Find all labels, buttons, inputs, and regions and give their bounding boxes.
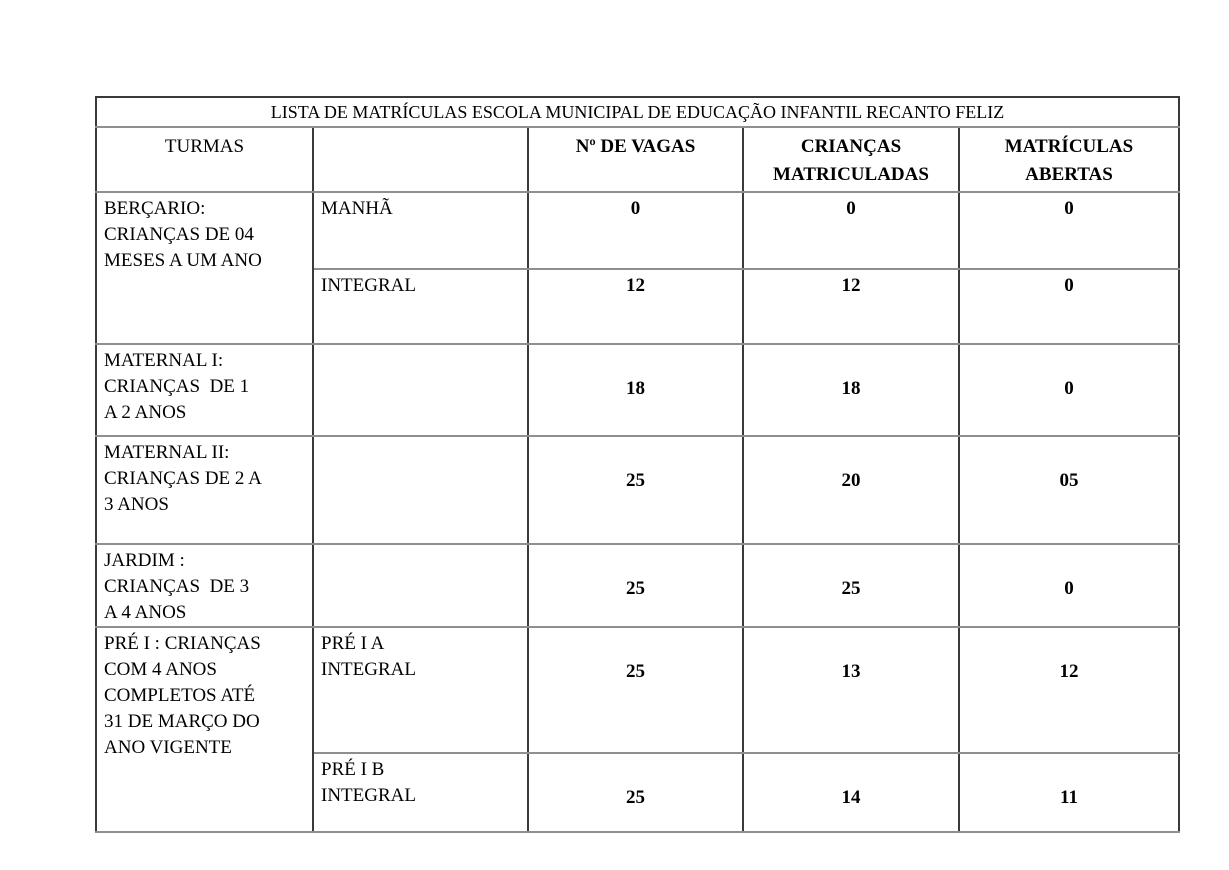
cell-abertas: 05 (957, 435, 1181, 545)
cell-abertas: 0 (957, 343, 1181, 437)
cell-abertas: 12 (957, 626, 1181, 754)
cell-shift-empty (312, 343, 529, 437)
cell-turma-jardim: JARDIM : CRIANÇAS DE 3 A 4 ANOS (95, 543, 314, 628)
cell-matriculadas: 20 (742, 435, 960, 545)
cell-vagas: 18 (527, 343, 744, 437)
cell-matriculadas: 13 (742, 626, 960, 754)
cell-matriculadas: 0 (742, 191, 960, 270)
header-criancas-matriculadas: CRIANÇAS MATRICULADAS (742, 126, 960, 193)
cell-vagas: 25 (527, 626, 744, 754)
cell-turma-pre1: PRÉ I : CRIANÇAS COM 4 ANOS COMPLETOS AT… (95, 626, 314, 833)
table-title-row: LISTA DE MATRÍCULAS ESCOLA MUNICIPAL DE … (94, 96, 1181, 128)
cell-abertas: 0 (957, 191, 1181, 270)
cell-matriculadas: 12 (742, 268, 960, 345)
cell-shift-pre1b: PRÉ I B INTEGRAL (312, 752, 529, 833)
cell-shift-empty (312, 435, 529, 545)
cell-matriculadas: 25 (742, 543, 960, 628)
cell-vagas: 25 (527, 752, 744, 833)
table-row-jardim: JARDIM : CRIANÇAS DE 3 A 4 ANOS 25 25 0 (95, 543, 1181, 628)
cell-vagas: 25 (527, 543, 744, 628)
cell-matriculadas: 14 (742, 752, 960, 833)
cell-vagas: 12 (527, 268, 744, 345)
cell-vagas: 0 (527, 191, 744, 270)
table-row-bercario-manha: BERÇARIO: CRIANÇAS DE 04 MESES A UM ANO … (95, 191, 1181, 345)
cell-turma-bercario: BERÇARIO: CRIANÇAS DE 04 MESES A UM ANO (95, 191, 314, 345)
header-shift-empty (312, 126, 529, 193)
cell-vagas: 25 (527, 435, 744, 545)
cell-abertas: 11 (957, 752, 1181, 833)
table-row-maternal2: MATERNAL II: CRIANÇAS DE 2 A 3 ANOS 25 2… (95, 435, 1181, 545)
cell-turma-maternal1: MATERNAL I: CRIANÇAS DE 1 A 2 ANOS (95, 343, 314, 437)
cell-shift-pre1a: PRÉ I A INTEGRAL (312, 626, 529, 754)
header-turmas: TURMAS (95, 126, 314, 193)
cell-abertas: 0 (957, 268, 1181, 345)
cell-abertas: 0 (957, 543, 1181, 628)
table-row-pre1a: PRÉ I : CRIANÇAS COM 4 ANOS COMPLETOS AT… (95, 626, 1181, 833)
table-row-maternal1: MATERNAL I: CRIANÇAS DE 1 A 2 ANOS 18 18… (95, 343, 1181, 437)
cell-turma-maternal2: MATERNAL II: CRIANÇAS DE 2 A 3 ANOS (95, 435, 314, 545)
table-row-bercario-integral: INTEGRAL 12 12 0 (96, 268, 1181, 345)
header-matriculas-abertas: MATRÍCULAS ABERTAS (957, 126, 1181, 193)
header-vagas: Nº DE VAGAS (527, 126, 744, 193)
cell-matriculadas: 18 (742, 343, 960, 437)
enrollment-table: LISTA DE MATRÍCULAS ESCOLA MUNICIPAL DE … (94, 96, 1181, 833)
cell-shift-integral: INTEGRAL (312, 268, 529, 345)
table-row-pre1b: PRÉ I B INTEGRAL 25 14 11 (96, 752, 1181, 833)
table-header-row: TURMAS Nº DE VAGAS CRIANÇAS MATRICULADAS… (95, 126, 1181, 193)
cell-shift-manha: MANHÃ (312, 191, 529, 270)
cell-shift-empty (312, 543, 529, 628)
table-title: LISTA DE MATRÍCULAS ESCOLA MUNICIPAL DE … (94, 96, 1181, 128)
